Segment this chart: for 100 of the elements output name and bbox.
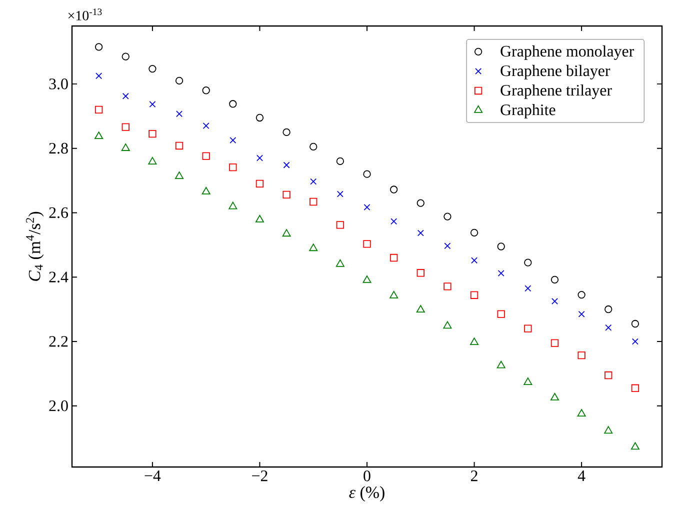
point (470, 228, 478, 236)
point (416, 269, 424, 277)
point (551, 298, 558, 304)
point (229, 100, 237, 108)
point (202, 152, 210, 160)
point (363, 170, 371, 178)
point (202, 186, 210, 194)
point (148, 130, 156, 138)
y-tick-label: 2.2 (49, 336, 68, 347)
point (390, 254, 398, 262)
point (310, 198, 318, 206)
point (444, 242, 451, 250)
point (309, 244, 318, 252)
legend-label: Graphene monolayer (500, 45, 634, 60)
point (336, 157, 344, 166)
point (228, 202, 238, 210)
y-tick-label: 2.4 (49, 272, 68, 282)
point (498, 270, 504, 276)
point (230, 137, 236, 144)
y-axis-title: C$_{4}$ (m$^{4}$/s$^{2}$) (26, 212, 44, 281)
point (148, 157, 157, 164)
point (122, 92, 129, 100)
x-tick-label: 2 (470, 470, 478, 482)
point (175, 171, 184, 179)
point (390, 218, 398, 225)
x-tick-label: −2 (252, 470, 268, 482)
point (96, 72, 102, 80)
point (524, 324, 532, 332)
point (121, 143, 130, 151)
point (364, 204, 370, 210)
point (256, 114, 264, 122)
y-tick-label: 2.8 (49, 142, 68, 154)
point (202, 122, 210, 130)
point (524, 378, 532, 385)
point (631, 320, 640, 328)
point (310, 178, 317, 185)
point (122, 52, 130, 60)
point (604, 426, 613, 434)
point (148, 64, 156, 73)
point (578, 290, 586, 299)
point (310, 142, 318, 151)
point (550, 392, 559, 400)
point (470, 338, 479, 346)
point (471, 257, 478, 264)
y-tick-label: 2.6 (49, 207, 68, 218)
point (149, 100, 156, 108)
point (283, 162, 290, 168)
point (175, 142, 184, 150)
point (417, 230, 424, 236)
point (550, 339, 559, 347)
point (578, 351, 586, 360)
point (94, 106, 103, 114)
point (470, 291, 478, 299)
point (630, 442, 640, 450)
point (282, 229, 291, 237)
legend-label: Graphene trilayer (500, 84, 612, 99)
point (550, 276, 559, 284)
point (416, 305, 425, 313)
point (390, 186, 398, 194)
legend-label: Graphene bilayer (500, 64, 610, 80)
point (256, 154, 263, 162)
point (282, 128, 290, 136)
point (255, 214, 264, 222)
point (94, 132, 104, 140)
point (524, 285, 532, 292)
y-tick-label: 3.0 (49, 78, 68, 90)
point (497, 242, 505, 250)
legend-label: Graphite (500, 104, 556, 118)
point (202, 86, 210, 94)
point (604, 371, 612, 380)
point (175, 76, 184, 85)
point (497, 310, 505, 318)
point (362, 275, 372, 283)
point (443, 321, 452, 329)
point (605, 324, 612, 331)
x-tick-label: 0 (364, 470, 370, 482)
point (632, 338, 638, 345)
point (336, 259, 344, 267)
point (94, 43, 103, 51)
point (122, 123, 130, 131)
point (496, 360, 506, 368)
point (444, 212, 452, 220)
point (390, 290, 398, 298)
x-axis-title: ε (%) (349, 486, 384, 502)
point (229, 163, 237, 172)
y-tick-label: 2.0 (49, 400, 68, 412)
point (336, 221, 344, 229)
x-tick-label: −4 (144, 470, 161, 482)
point (336, 190, 344, 198)
point (416, 199, 424, 207)
point (578, 310, 585, 318)
point (363, 240, 371, 248)
point (604, 305, 612, 314)
point (577, 409, 586, 417)
point (524, 258, 532, 266)
point (282, 190, 290, 199)
x-tick-label: 4 (578, 470, 586, 482)
point (631, 384, 640, 392)
text: ×10$^{-13}$ (68, 8, 102, 20)
point (256, 180, 264, 188)
